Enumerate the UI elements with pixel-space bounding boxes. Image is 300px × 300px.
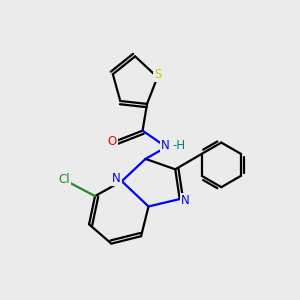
Text: O: O bbox=[108, 135, 117, 148]
Text: S: S bbox=[154, 68, 162, 81]
Text: -H: -H bbox=[172, 139, 185, 152]
Text: N: N bbox=[181, 194, 189, 207]
Text: Cl: Cl bbox=[58, 173, 70, 186]
Text: N: N bbox=[160, 139, 169, 152]
Text: N: N bbox=[112, 172, 121, 185]
